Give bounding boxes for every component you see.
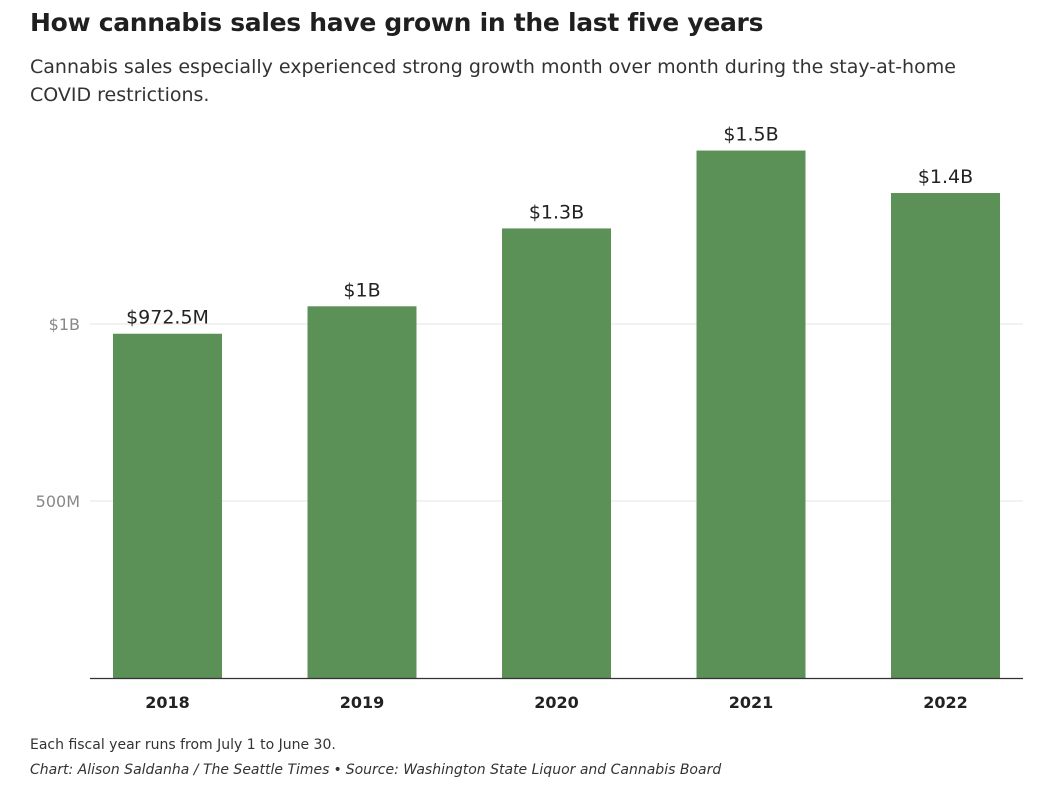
data-label: $1.3B [529,201,584,223]
chart-title: How cannabis sales have grown in the las… [30,8,764,37]
data-source: Source: Washington State Liquor and Cann… [345,762,722,778]
y-tick-label: 500M [36,492,80,511]
bar-2018 [113,333,222,678]
x-tick-label: 2018 [145,693,190,712]
bars [113,150,1000,679]
data-label: $1B [343,279,380,301]
x-tick-label: 2019 [340,693,385,712]
x-axis-ticks: 2018 2019 2020 2021 2022 [145,693,968,712]
y-tick-label: $1B [49,315,80,334]
bar-2021 [696,150,806,679]
credit-line: Chart: Alison Saldanha / The Seattle Tim… [30,762,721,778]
x-tick-label: 2022 [923,693,968,712]
data-labels: $972.5M $1B $1.3B $1.5B $1.4B [126,124,973,329]
x-tick-label: 2021 [729,693,774,712]
bar-2019 [307,306,417,678]
data-label: $1.4B [918,166,973,188]
y-axis-ticks: 500M $1B [36,315,80,511]
data-label: $1.5B [723,124,778,146]
x-tick-label: 2020 [534,693,579,712]
bar-2022 [891,193,1000,678]
bar-2020 [502,228,611,679]
chart-credit: Chart: Alison Saldanha / The Seattle Tim… [30,762,330,778]
data-label: $972.5M [126,307,209,329]
credit-separator: • [333,762,342,778]
footnote: Each fiscal year runs from July 1 to Jun… [30,737,336,753]
chart-subtitle: Cannabis sales especially experienced st… [30,56,956,106]
